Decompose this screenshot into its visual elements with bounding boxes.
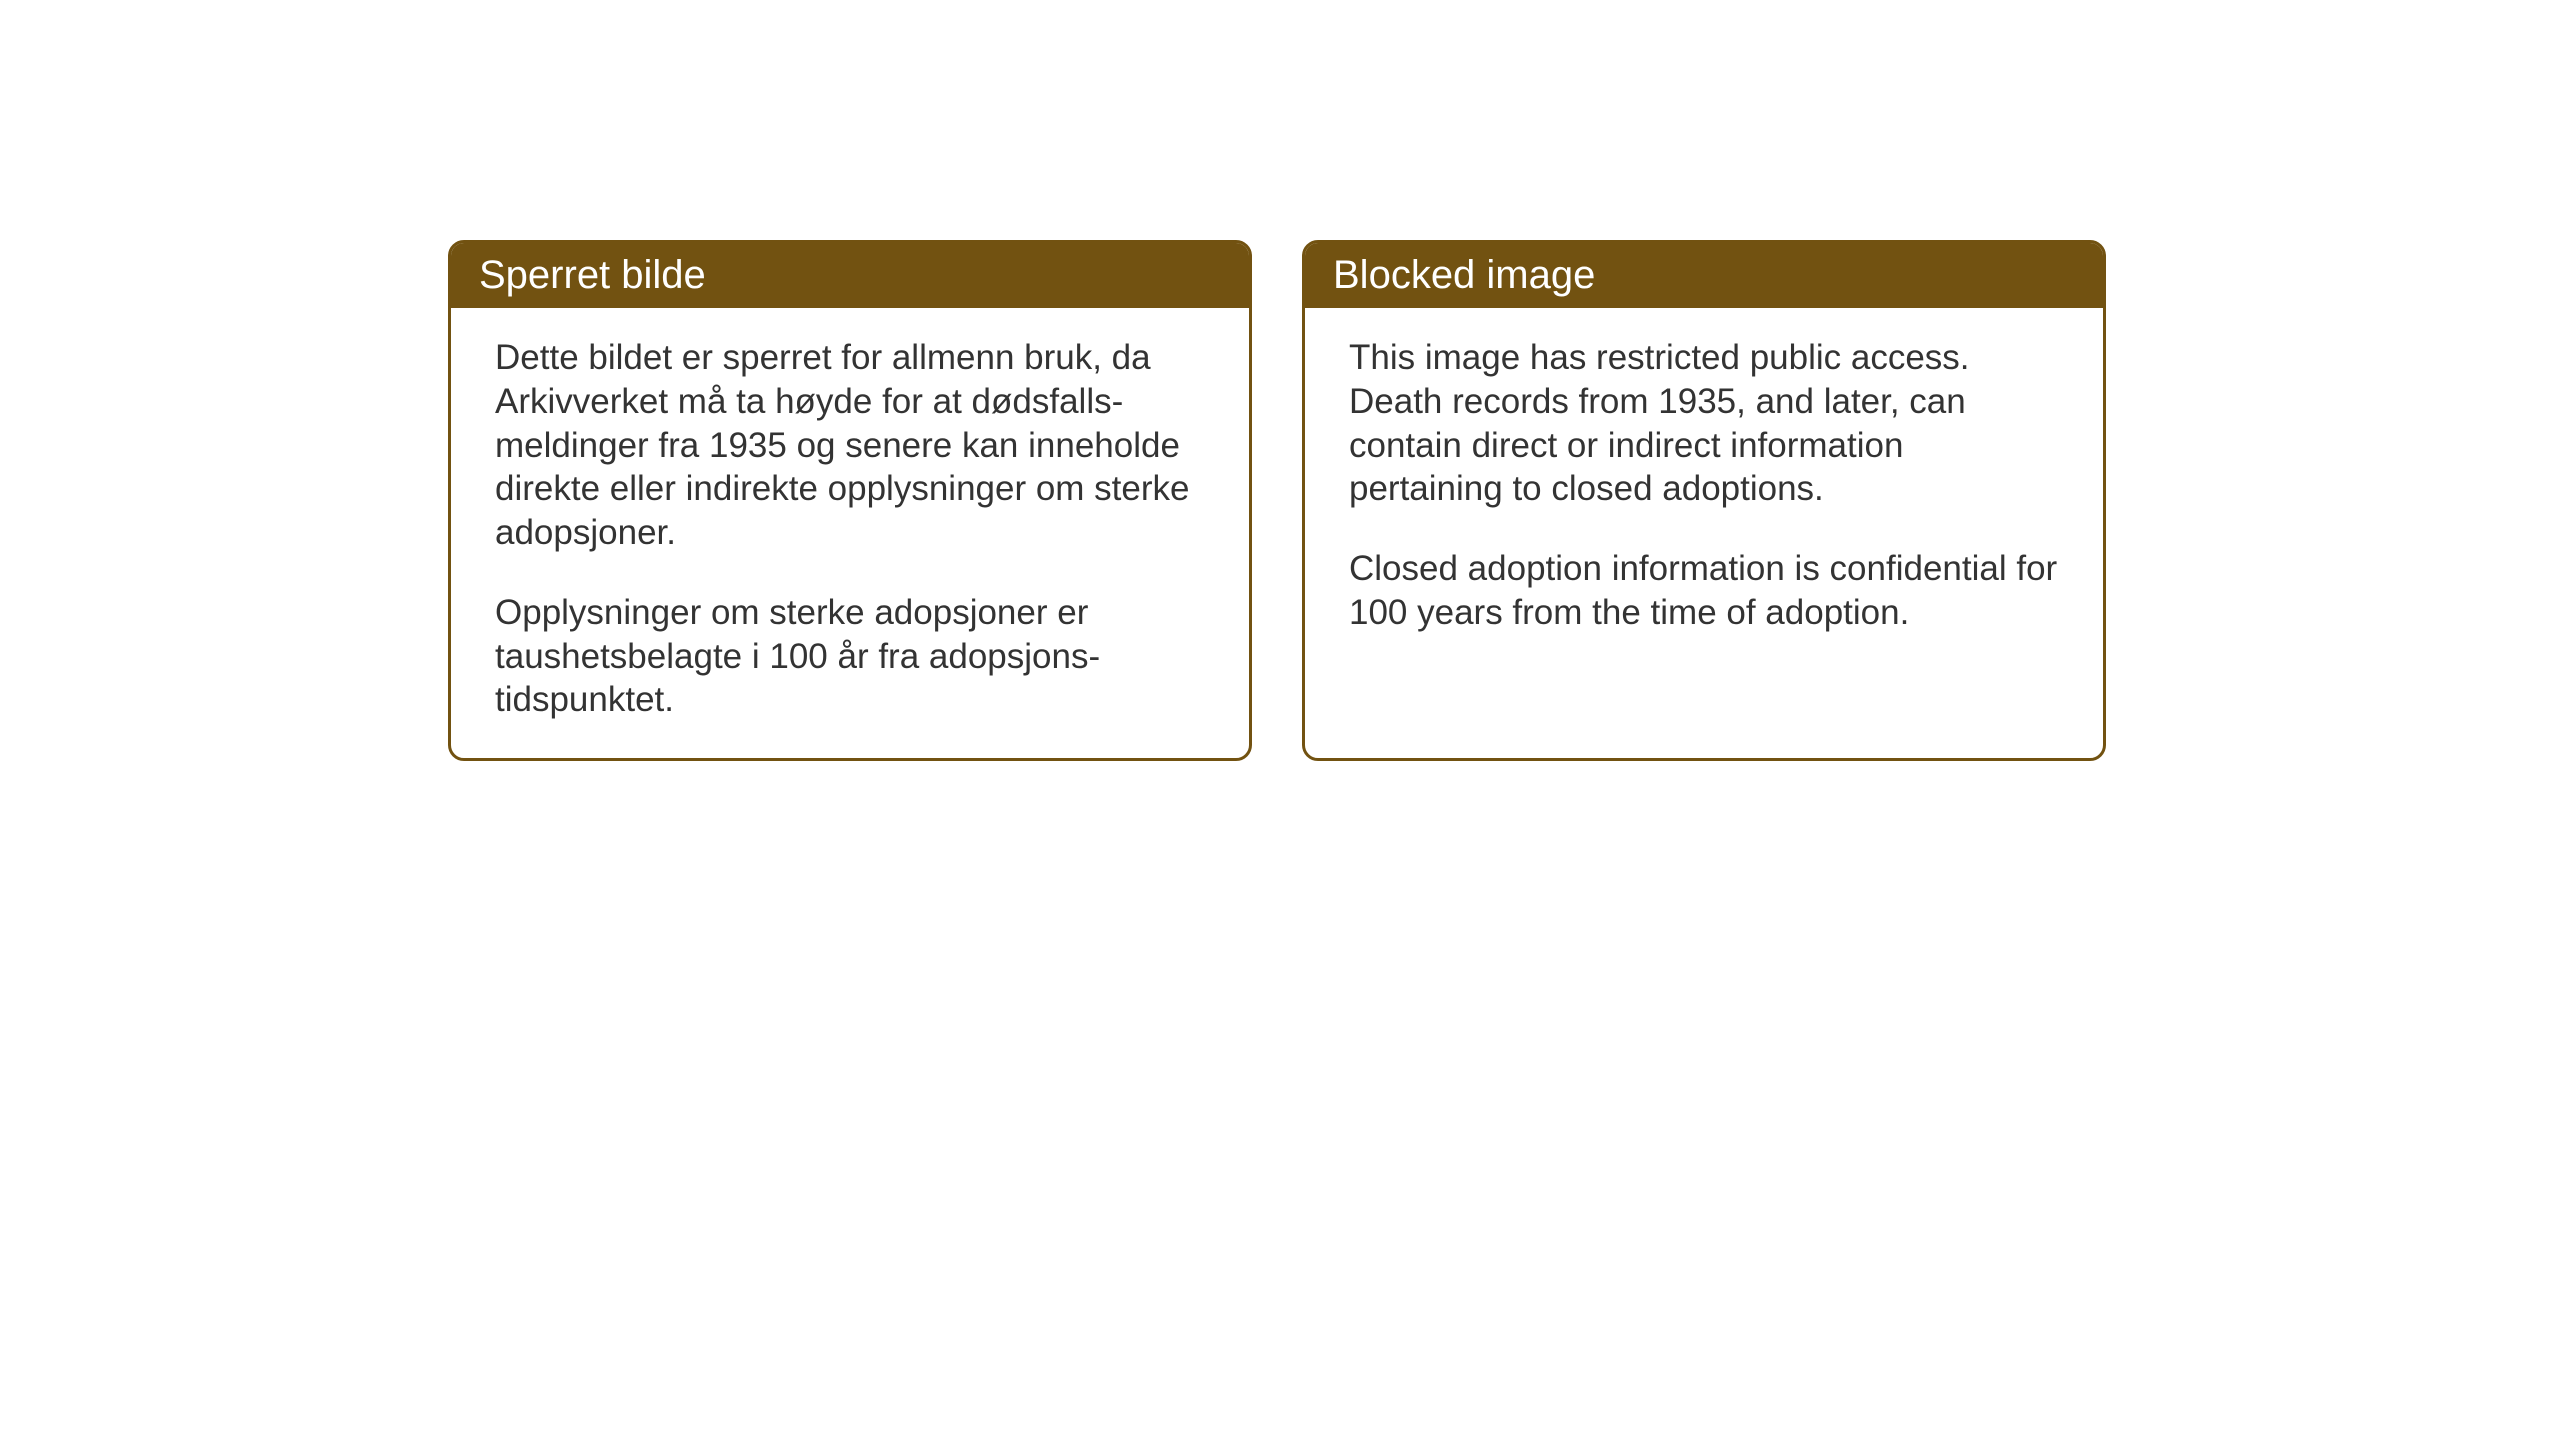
notice-paragraph: Dette bildet er sperret for allmenn bruk… <box>495 336 1205 555</box>
notice-body-english: This image has restricted public access.… <box>1305 308 2103 738</box>
notice-header-norwegian: Sperret bilde <box>451 243 1249 308</box>
notice-container: Sperret bilde Dette bildet er sperret fo… <box>448 240 2106 761</box>
notice-paragraph: This image has restricted public access.… <box>1349 336 2059 511</box>
notice-box-norwegian: Sperret bilde Dette bildet er sperret fo… <box>448 240 1252 761</box>
notice-body-norwegian: Dette bildet er sperret for allmenn bruk… <box>451 308 1249 758</box>
notice-header-english: Blocked image <box>1305 243 2103 308</box>
notice-paragraph: Closed adoption information is confident… <box>1349 547 2059 635</box>
notice-paragraph: Opplysninger om sterke adopsjoner er tau… <box>495 591 1205 722</box>
notice-box-english: Blocked image This image has restricted … <box>1302 240 2106 761</box>
